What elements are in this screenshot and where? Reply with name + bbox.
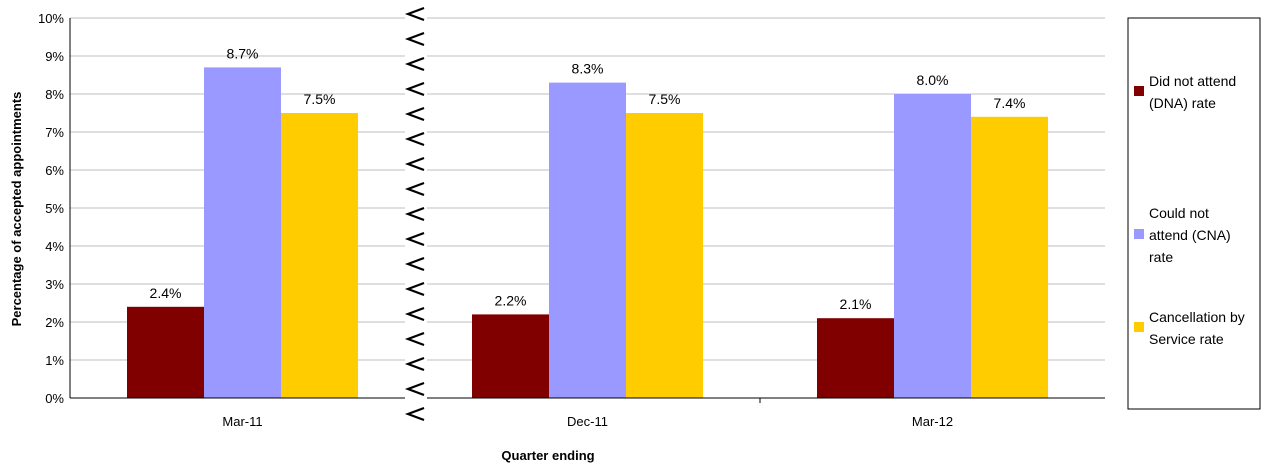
y-tick-label: 2% — [45, 315, 64, 330]
bar — [204, 67, 281, 399]
axis-break-zigzag — [404, 6, 425, 422]
legend-entry: Did not attend (DNA) rate — [1149, 73, 1236, 111]
data-labels: 2.4% 8.7% 7.5% 2.2% 8.3% 7.5% 2.1% 8.0% 7.4% — [150, 45, 1026, 312]
legend-entry-line: Service rate — [1149, 331, 1224, 347]
y-tick-label: 7% — [45, 125, 64, 140]
bar — [971, 116, 1048, 399]
legend-entry-line: Did not attend — [1149, 73, 1236, 89]
y-tick-label: 0% — [45, 391, 64, 406]
y-tick-label: 6% — [45, 163, 64, 178]
data-label: 2.2% — [495, 292, 527, 308]
y-tick-label: 10% — [38, 11, 64, 26]
y-axis-ticks: 0% 1% 2% 3% 4% 5% 6% 7% 8% 9% 10% — [38, 11, 64, 406]
legend-entry: Cancellation by Service rate — [1149, 309, 1245, 347]
axes — [69, 18, 1105, 399]
data-label: 7.4% — [994, 95, 1026, 111]
legend: Did not attend (DNA) rate Could not attend … — [1127, 17, 1261, 410]
x-axis-title: Quarter ending — [501, 448, 594, 463]
data-label: 2.1% — [840, 296, 872, 312]
bar — [894, 94, 971, 398]
y-tick-label: 5% — [45, 201, 64, 216]
data-label: 8.7% — [227, 45, 259, 61]
bar — [817, 318, 894, 398]
y-tick-label: 9% — [45, 49, 64, 64]
data-label: 8.3% — [572, 61, 604, 77]
bar — [626, 113, 703, 398]
x-tick-label: Dec-11 — [567, 414, 608, 429]
data-label: 8.0% — [917, 72, 949, 88]
bar — [472, 314, 549, 398]
legend-box — [1127, 17, 1261, 410]
bars — [127, 67, 1048, 399]
bar — [281, 113, 358, 398]
data-label: 2.4% — [150, 285, 182, 301]
x-axis-ticks: Mar-11 Dec-11 Mar-12 — [222, 398, 953, 429]
y-tick-label: 1% — [45, 353, 64, 368]
legend-entry: Could not attend (CNA) rate — [1149, 205, 1231, 265]
legend-entry-line: rate — [1149, 249, 1173, 265]
data-label: 7.5% — [304, 91, 336, 107]
legend-entry-line: Cancellation by — [1149, 309, 1245, 325]
legend-entry-line: (DNA) rate — [1149, 95, 1216, 111]
legend-swatch — [1134, 229, 1144, 239]
data-label: 7.5% — [649, 91, 681, 107]
x-tick-label: Mar-11 — [222, 414, 262, 429]
legend-swatch — [1134, 322, 1144, 332]
bar — [549, 82, 626, 398]
y-tick-label: 8% — [45, 87, 64, 102]
x-tick-label: Mar-12 — [912, 414, 953, 429]
axis-break-marker — [404, 6, 427, 422]
legend-entry-line: Could not — [1149, 205, 1209, 221]
y-axis-title: Percentage of accepted appointments — [9, 92, 24, 327]
legend-swatch — [1134, 86, 1144, 96]
y-tick-label: 3% — [45, 277, 64, 292]
y-tick-label: 4% — [45, 239, 64, 254]
legend-entry-line: attend (CNA) — [1149, 227, 1231, 243]
bar — [127, 306, 204, 398]
